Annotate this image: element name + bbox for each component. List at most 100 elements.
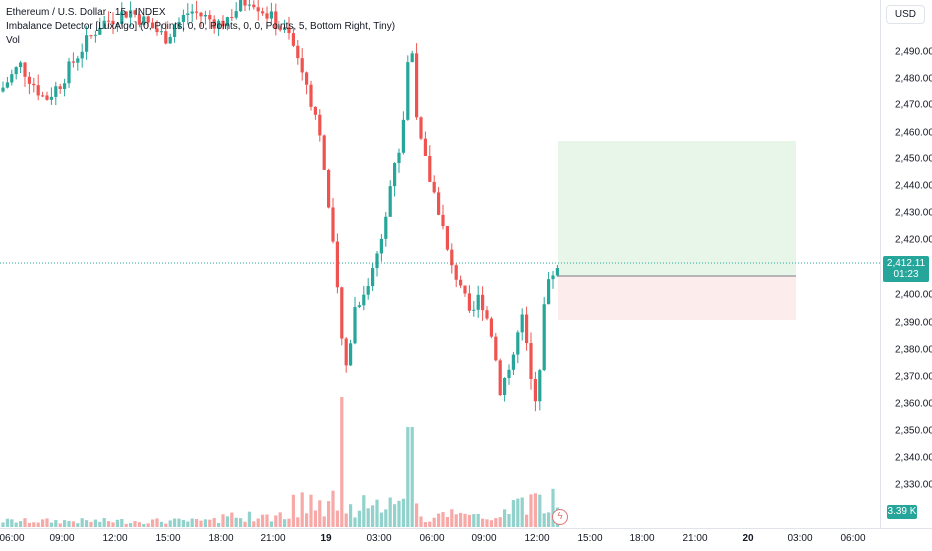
volume-bar — [234, 517, 238, 527]
target-zone[interactable] — [558, 141, 796, 276]
price-scale[interactable]: USD 2,490.00 2,480.00 2,470.00 2,460.00 2,45… — [880, 0, 932, 528]
candle-body — [71, 61, 75, 63]
candlestick-chart[interactable] — [0, 0, 880, 528]
volume-bar — [181, 519, 185, 527]
lightning-bolt-icon[interactable]: ϟ — [552, 509, 568, 525]
candle-body — [173, 28, 177, 37]
volume-bar — [415, 503, 419, 527]
candle-body — [393, 163, 397, 187]
candle-body — [190, 11, 194, 14]
candle-body — [287, 27, 291, 34]
candle-body — [313, 106, 317, 115]
candle-body — [36, 85, 40, 96]
volume-bar — [357, 510, 361, 527]
volume-bar — [393, 504, 397, 527]
volume-bar — [32, 522, 36, 527]
volume-bar — [217, 522, 221, 527]
volume-bar — [432, 517, 436, 527]
currency-button[interactable]: USD — [885, 5, 925, 24]
volume-bar — [225, 516, 229, 527]
candle-body — [437, 192, 441, 215]
volume-indicator-title[interactable]: Vol — [6, 35, 20, 46]
candle-body — [80, 51, 84, 59]
volume-bar — [243, 521, 247, 527]
candle-body — [353, 307, 357, 344]
candle-body — [217, 20, 221, 29]
candle-body — [212, 19, 216, 29]
candle-body — [199, 12, 203, 17]
candle-body — [23, 62, 27, 77]
candle-body — [247, 4, 251, 6]
price-tick-label: 2,360.00 — [895, 398, 932, 410]
candle-body — [133, 10, 137, 15]
volume-bar — [551, 488, 555, 527]
candle-body — [340, 287, 344, 339]
volume-bar — [309, 494, 313, 527]
candle-body — [5, 82, 9, 88]
price-tick-label: 2,350.00 — [895, 425, 932, 437]
candle-body — [203, 14, 207, 17]
candle-body — [186, 13, 190, 16]
volume-bar — [159, 521, 163, 527]
volume-bar — [300, 492, 304, 527]
price-tick-label: 2,340.00 — [895, 452, 932, 464]
candle-body — [151, 22, 155, 29]
volume-bar — [199, 520, 203, 527]
candle-body — [155, 28, 159, 33]
symbol-title[interactable]: Ethereum / U.S. Dollar · 15 · INDEX — [6, 7, 166, 18]
candle-body — [142, 16, 146, 25]
candle-body — [344, 338, 348, 366]
candle-body — [379, 238, 383, 254]
volume-bar — [261, 514, 265, 527]
volume-bar — [41, 519, 45, 527]
volume-bar — [291, 494, 295, 527]
volume-bar — [388, 497, 392, 527]
candle-body — [322, 135, 326, 170]
volume-bar — [102, 518, 106, 527]
candle-body — [362, 294, 366, 306]
price-tick-label: 2,420.00 — [895, 234, 932, 246]
candle-body — [102, 20, 106, 29]
volume-bar — [208, 519, 212, 527]
stop-zone[interactable] — [558, 276, 796, 320]
chart-area[interactable]: Ethereum / U.S. Dollar · 15 · INDEX Imba… — [0, 0, 880, 528]
candle-body — [520, 314, 524, 333]
candle-body — [357, 305, 361, 308]
volume-bar — [322, 516, 326, 527]
candle-body — [89, 35, 93, 37]
time-tick-label: 21:00 — [682, 533, 708, 544]
volume-bar — [533, 493, 537, 527]
time-tick-label: 12:00 — [524, 533, 550, 544]
candle-body — [45, 95, 49, 100]
price-tick-label: 2,370.00 — [895, 371, 932, 383]
volume-bar — [19, 521, 23, 527]
volume-bar — [115, 519, 119, 527]
volume-bar — [401, 498, 405, 527]
volume-bar — [349, 504, 353, 527]
candle-body — [234, 11, 238, 18]
candle-body — [445, 226, 449, 250]
volume-bar — [278, 512, 282, 527]
time-scale[interactable]: 06:00 09:00 12:00 15:00 18:00 21:00 19 03:00 06:… — [0, 528, 932, 551]
volume-bar — [49, 522, 53, 527]
candle-body — [428, 155, 432, 182]
candle-body — [19, 62, 23, 68]
volume-bar — [265, 514, 269, 527]
candle-body — [300, 58, 304, 73]
candle-body — [261, 11, 265, 14]
volume-bar — [71, 521, 75, 527]
volume-bar — [120, 519, 124, 527]
indicator-title[interactable]: Imbalance Detector [LuxAlgo] (0, Points,… — [6, 21, 396, 32]
price-tick-label: 2,480.00 — [895, 73, 932, 85]
candle-body — [516, 332, 520, 355]
volume-bar — [520, 497, 524, 527]
candle-body — [485, 310, 489, 319]
volume-bar — [54, 520, 58, 527]
volume-bar — [186, 521, 190, 527]
volume-bar — [384, 509, 388, 527]
volume-bar — [203, 519, 207, 527]
candle-body — [476, 294, 480, 310]
candle-body — [467, 293, 471, 311]
candle-body — [542, 304, 546, 371]
candle-body — [463, 285, 467, 294]
